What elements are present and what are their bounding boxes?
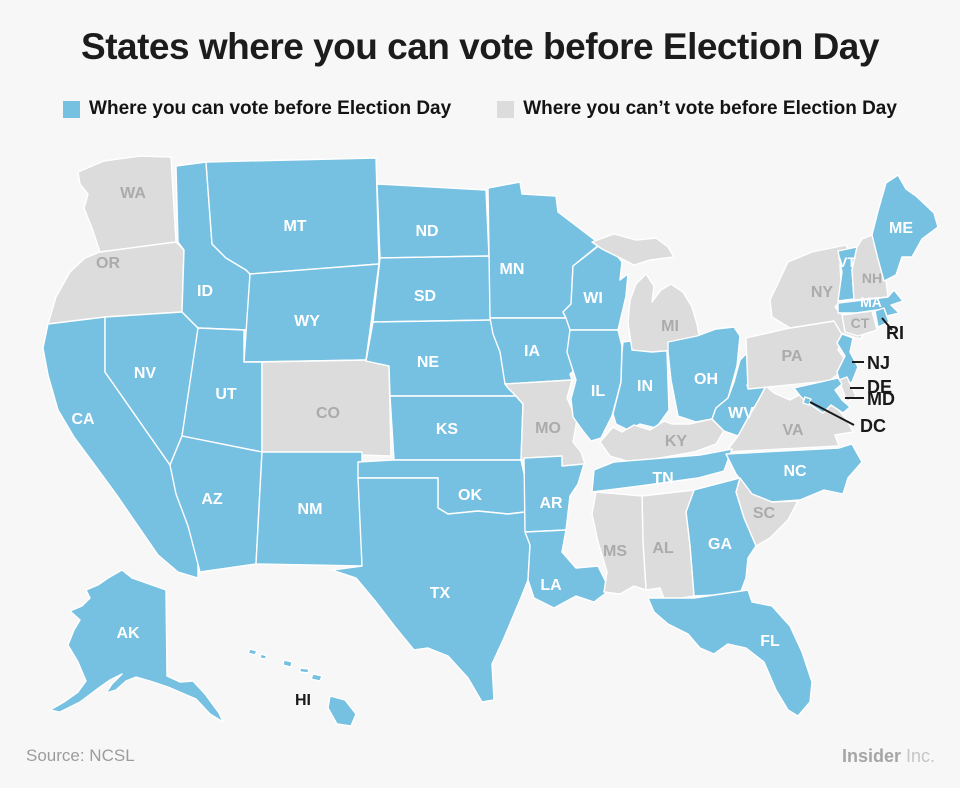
state-label-ak: AK <box>116 625 140 642</box>
state-label-ks: KS <box>436 421 459 438</box>
state-label-nm: NM <box>298 501 323 518</box>
state-label-wa: WA <box>120 185 146 202</box>
legend-label-can-vote: Where you can vote before Election Day <box>89 98 452 119</box>
callout-label-nj: NJ <box>867 353 890 373</box>
state-ar <box>523 455 585 533</box>
state-tx <box>331 477 531 703</box>
state-label-mn: MN <box>500 261 525 278</box>
state-label-il: IL <box>591 383 605 400</box>
state-label-ct: CT <box>851 315 870 331</box>
state-label-la: LA <box>540 577 562 594</box>
legend-item-can-vote: Where you can vote before Election Day <box>63 98 451 120</box>
state-label-nh: NH <box>862 270 882 286</box>
callout-label-md: MD <box>867 389 895 409</box>
callout-label-de: DE <box>867 377 892 397</box>
state-ms <box>591 491 647 595</box>
state-label-va: VA <box>782 422 803 439</box>
legend-label-cannot-vote: Where you can’t vote before Election Day <box>523 98 897 119</box>
state-tn <box>591 448 733 493</box>
state-mt <box>205 157 380 275</box>
state-label-vt: VT <box>838 254 856 270</box>
state-label-mi: MI <box>661 318 679 335</box>
state-label-oh: OH <box>694 371 718 388</box>
legend: Where you can vote before Election Day W… <box>0 98 960 120</box>
state-nd <box>376 183 490 259</box>
state-label-ca: CA <box>71 411 95 428</box>
state-ct <box>841 310 878 337</box>
callout-label-dc: DC <box>860 416 886 436</box>
state-label-pa: PA <box>781 348 802 365</box>
state-wa <box>77 155 177 253</box>
brand-logo: Insider Inc. <box>842 746 935 767</box>
callout-line-dc <box>809 401 855 426</box>
state-label-ky: KY <box>665 433 688 450</box>
state-label-fl: FL <box>760 633 780 650</box>
state-ak <box>49 569 224 723</box>
state-dc <box>802 396 812 406</box>
state-label-wy: WY <box>294 313 320 330</box>
state-label-wv: WV <box>728 405 754 422</box>
state-label-hi: HI <box>295 692 311 709</box>
us-map: WA OR CA NV ID MT WY UT CO AZ NM ND SD NE KS OK TX MN IA MO… <box>0 140 960 783</box>
state-label-az: AZ <box>201 491 223 508</box>
state-label-sc: SC <box>753 505 776 522</box>
state-de <box>838 376 857 403</box>
state-label-nc: NC <box>783 463 807 480</box>
state-hi <box>247 648 357 727</box>
state-label-ok: OK <box>458 487 482 504</box>
state-label-ar: AR <box>539 495 563 512</box>
state-label-mt: MT <box>283 218 306 235</box>
callout-line-ri <box>881 317 893 331</box>
state-label-wi: WI <box>583 290 603 307</box>
state-label-sd: SD <box>414 288 436 305</box>
state-label-ny: NY <box>811 284 834 301</box>
state-label-mo: MO <box>535 420 561 437</box>
state-label-id: ID <box>197 283 213 300</box>
state-label-ma: MA <box>860 294 882 310</box>
us-map-svg: WA OR CA NV ID MT WY UT CO AZ NM ND SD NE KS OK TX MN IA MO… <box>42 155 939 727</box>
page-title: States where you can vote before Electio… <box>81 26 879 67</box>
state-label-co: CO <box>316 405 340 422</box>
state-label-nv: NV <box>134 365 157 382</box>
state-label-in: IN <box>637 378 653 395</box>
state-label-tx: TX <box>430 585 451 602</box>
state-label-al: AL <box>652 540 674 557</box>
state-la <box>524 529 611 609</box>
state-label-ne: NE <box>417 354 440 371</box>
legend-item-cannot-vote: Where you can’t vote before Election Day <box>497 98 897 120</box>
state-fl <box>647 589 813 717</box>
brand-logo-light: Inc. <box>900 746 935 766</box>
source-credit: Source: NCSL <box>26 746 135 765</box>
callout-label-ri: RI <box>886 323 904 343</box>
state-label-nd: ND <box>415 223 438 240</box>
state-co <box>261 359 392 457</box>
state-label-or: OR <box>96 255 120 272</box>
state-label-ia: IA <box>524 343 540 360</box>
state-label-me: ME <box>889 220 913 237</box>
state-label-tn: TN <box>652 470 673 487</box>
legend-swatch-can-vote <box>63 100 81 118</box>
state-label-ms: MS <box>603 543 627 560</box>
state-ma <box>837 289 904 317</box>
brand-logo-bold: Insider <box>841 746 901 766</box>
legend-swatch-cannot-vote <box>497 100 515 118</box>
state-label-ut: UT <box>215 386 237 403</box>
state-me <box>871 174 939 282</box>
state-label-ga: GA <box>708 536 732 553</box>
